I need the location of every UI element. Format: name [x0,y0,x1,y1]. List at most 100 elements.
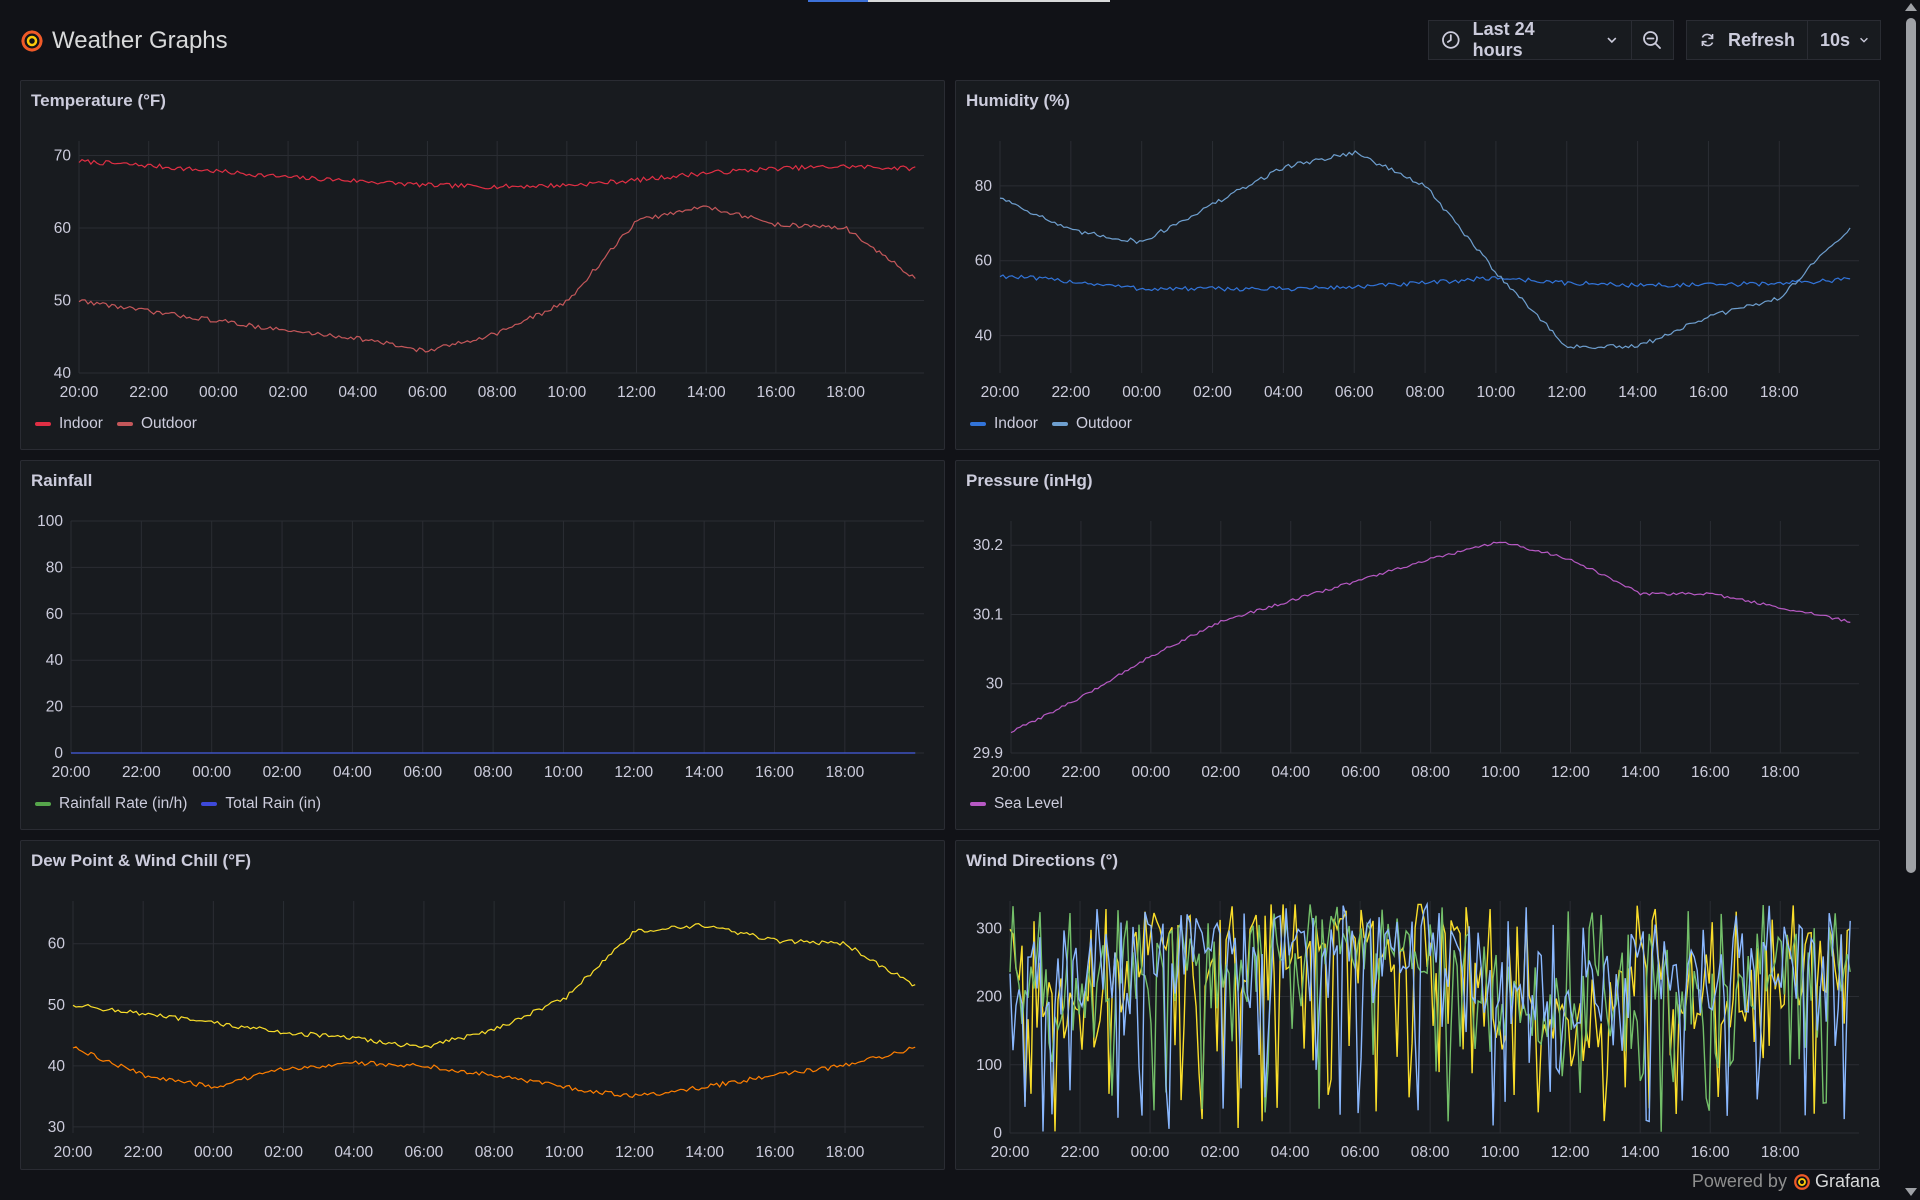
legend-item-indoor[interactable]: Indoor [35,415,103,433]
y-tick-label: 60 [54,220,72,237]
x-tick-label: 14:00 [1621,1144,1660,1161]
humidity-panel[interactable]: Humidity (%) 40 60 80 20:00 22:00 00:00 02:00 0… [955,80,1880,450]
temperature-panel[interactable]: Temperature (°F) 40 50 60 70 20:00 22:00 00:00… [20,80,945,450]
rainfall-chart[interactable]: 0 20 40 60 80 100 20:00 22:00 00:00 02:00 04:00 06:… [21,461,946,831]
legend-item-total-rain[interactable]: Total Rain (in) [201,795,321,813]
x-tick-label: 20:00 [52,764,91,781]
series-line-outdoor [999,150,1851,350]
y-tick-label: 40 [975,328,993,345]
dewpoint-chart[interactable]: 30 40 50 60 20:00 22:00 00:00 02:00 04:00 06:00 08… [21,841,946,1171]
x-tick-label: 18:00 [826,384,865,401]
series-line-sea-level [1010,541,1851,734]
grid [70,520,924,754]
y-tick-label: 80 [46,559,64,576]
y-tick-label: 100 [37,513,63,530]
panel-title[interactable]: Wind Directions (°) [966,851,1119,870]
page-scrollbar[interactable] [1900,0,1920,1200]
legend-item-sea-level[interactable]: Sea Level [970,795,1063,813]
series-line-series-1 [1009,903,1851,1132]
x-tick-label: 16:00 [757,384,796,401]
time-range-picker[interactable]: Last 24 hours [1428,19,1674,60]
series-line-series-2 [72,1046,916,1098]
y-tick-label: 60 [48,936,66,953]
y-tick-label: 50 [54,293,72,310]
legend-item-outdoor[interactable]: Outdoor [116,415,197,433]
legend-label: Indoor [59,415,103,432]
x-tick-label: 06:00 [403,764,442,781]
legend-item-indoor[interactable]: Indoor [970,415,1038,433]
refresh-picker[interactable]: Refresh 10s [1686,20,1881,60]
x-tick-label: 18:00 [825,764,864,781]
panel-title[interactable]: Rainfall [31,471,93,490]
y-tick-label: 40 [54,365,72,382]
legend-label: Outdoor [140,415,197,432]
x-tick-label: 16:00 [755,764,794,781]
scrollbar-thumb[interactable] [1906,18,1916,873]
x-tick-label: 20:00 [981,384,1020,401]
x-tick-label: 06:00 [405,1144,444,1161]
y-tick-label: 30 [986,676,1004,693]
legend-label: Outdoor [1075,415,1132,432]
humidity-chart[interactable]: 40 60 80 20:00 22:00 00:00 02:00 04:00 06:00 08:0… [956,81,1881,451]
legend-swatch [970,802,986,806]
x-tick-label: 00:00 [194,1144,233,1161]
x-tick-label: 16:00 [1691,1144,1730,1161]
panel-title[interactable]: Pressure (inHg) [966,471,1093,490]
refresh-button[interactable]: Refresh [1687,21,1807,59]
y-tick-label: 60 [46,606,64,623]
rainfall-panel[interactable]: Rainfall 0 20 40 60 80 100 20:00 22:00 00:00 02:0… [20,460,945,830]
x-tick-label: 18:00 [1761,764,1800,781]
dashboard-title[interactable]: Weather Graphs [52,27,228,54]
x-tick-label: 22:00 [129,384,168,401]
series-line-outdoor [78,205,916,353]
panel-title[interactable]: Dew Point & Wind Chill (°F) [31,851,252,870]
wind-chart[interactable]: 0 100 200 300 20:00 22:00 00:00 02:00 04:00 06:00… [956,841,1881,1171]
x-tick-label: 10:00 [1481,1144,1520,1161]
zoom-out-icon [1643,31,1662,49]
footer: Powered by Grafana [1692,1171,1880,1192]
x-tick-label: 04:00 [1271,1144,1310,1161]
dewpoint-panel[interactable]: Dew Point & Wind Chill (°F) 30 40 50 60 20:0… [20,840,945,1170]
pressure-chart[interactable]: 29.9 30 30.1 30.2 20:00 22:00 00:00 02:00 04:00 0… [956,461,1881,831]
y-tick-label: 100 [976,1057,1002,1074]
x-tick-label: 12:00 [1551,764,1590,781]
temperature-chart[interactable]: 40 50 60 70 20:00 22:00 00:00 02:00 04:00 06:00 08… [21,81,946,451]
y-tick-label: 200 [976,989,1002,1006]
panel-title[interactable]: Temperature (°F) [31,91,166,110]
x-tick-label: 04:00 [1271,764,1310,781]
legend-item-rainfall-rate[interactable]: Rainfall Rate (in/h) [35,795,187,813]
refresh-interval-select[interactable]: 10s [1807,21,1882,59]
y-tick-label: 300 [976,920,1002,937]
grid [999,141,1859,373]
x-tick-label: 14:00 [685,1144,724,1161]
legend-item-outdoor[interactable]: Outdoor [1051,415,1132,433]
pressure-panel[interactable]: Pressure (inHg) 29.9 30 30.1 30.2 20:00 22:00… [955,460,1880,830]
refresh-interval-value: 10s [1820,29,1851,50]
wind-panel[interactable]: Wind Directions (°) 0 100 200 300 20:00 22:00… [955,840,1880,1170]
legend-swatch [35,422,51,426]
loading-bar [808,0,1110,2]
x-tick-label: 18:00 [1760,384,1799,401]
legend-swatch [116,422,133,426]
x-tick-label: 06:00 [408,384,447,401]
x-tick-label: 02:00 [1201,764,1240,781]
x-tick-label: 12:00 [615,1144,654,1161]
x-tick-label: 08:00 [1411,764,1450,781]
zoom-out-button[interactable] [1631,21,1673,59]
x-tick-label: 10:00 [1477,384,1516,401]
x-tick-label: 00:00 [1131,764,1170,781]
scroll-up-arrow[interactable] [1905,3,1917,11]
y-tick-label: 70 [54,148,72,165]
scroll-down-arrow[interactable] [1905,1188,1917,1196]
panel-title[interactable]: Humidity (%) [966,91,1070,110]
clock-icon [1442,31,1460,49]
grafana-brand-link[interactable]: Grafana [1814,1171,1880,1191]
x-tick-label: 12:00 [1547,384,1586,401]
y-tick-label: 30.2 [973,537,1003,554]
grafana-logo-icon[interactable] [20,29,44,53]
series-line-series-1 [72,922,916,1049]
y-tick-label: 30 [48,1119,66,1136]
x-tick-label: 10:00 [1481,764,1520,781]
time-range-button[interactable]: Last 24 hours [1429,19,1631,60]
x-tick-label: 20:00 [991,1144,1030,1161]
